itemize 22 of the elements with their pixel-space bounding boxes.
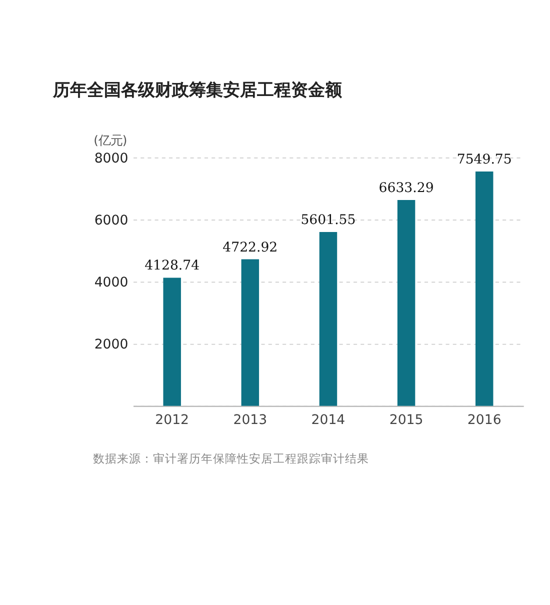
data-label: 6633.29 xyxy=(378,180,434,196)
data-label: 4722.92 xyxy=(222,240,278,256)
x-tick-label: 2012 xyxy=(155,413,190,428)
data-label: 5601.55 xyxy=(300,213,356,228)
x-tick-label: 2013 xyxy=(233,413,268,428)
bar xyxy=(241,259,260,406)
bar xyxy=(475,172,494,406)
y-axis-title: (亿元) xyxy=(94,132,128,148)
x-tick-label: 2014 xyxy=(311,413,346,428)
chart-title: 历年全国各级财政筹集安居工程资金额 xyxy=(52,79,344,100)
x-tick-label: 2015 xyxy=(389,413,424,428)
bar xyxy=(163,278,181,406)
source-note: 数据来源：审计署历年保障性安居工程跟踪审计结果 xyxy=(93,452,370,466)
x-tick-label: 2016 xyxy=(467,413,502,428)
y-tick-label: 4000 xyxy=(94,276,128,291)
bar xyxy=(319,232,338,406)
bar xyxy=(397,200,416,406)
y-tick-label: 2000 xyxy=(94,338,128,353)
y-tick-label: 8000 xyxy=(94,151,128,166)
data-label: 4128.74 xyxy=(144,258,200,274)
y-tick-label: 6000 xyxy=(94,214,128,229)
data-label: 7549.75 xyxy=(456,152,512,168)
